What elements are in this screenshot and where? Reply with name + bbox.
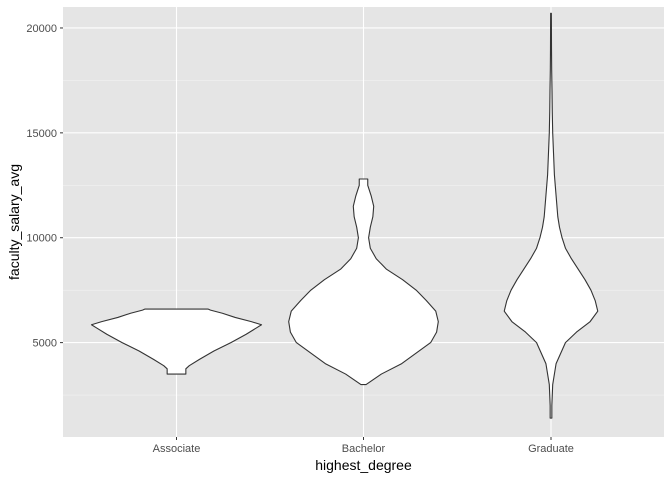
violin-graduate [503,12,599,419]
x-axis-title: highest_degree [315,457,412,473]
y-axis: 5000 10000 15000 20000 [26,23,63,350]
y-axis-title: faculty_salary_avg [6,164,22,280]
violin-bachelor [288,178,439,386]
violin-associate [90,308,263,375]
x-tick-label: Associate [153,443,201,455]
y-tick-label: 15000 [26,128,57,140]
violins [90,12,599,419]
y-tick-label: 20000 [26,23,57,35]
y-tick-label: 10000 [26,233,57,245]
x-tick-label: Graduate [528,443,574,455]
x-tick-label: Bachelor [342,443,386,455]
y-tick-label: 5000 [33,338,57,350]
x-axis: Associate Bachelor Graduate [153,437,574,455]
